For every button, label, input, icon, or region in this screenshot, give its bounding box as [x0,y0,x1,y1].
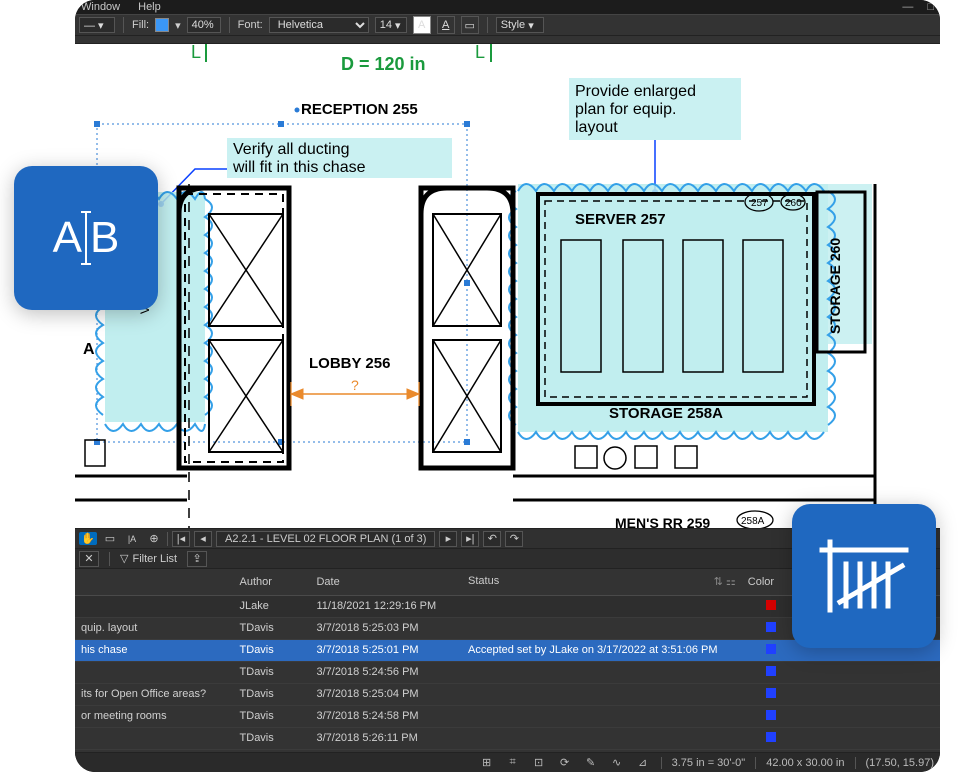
color-swatch [766,710,776,720]
color-swatch [766,732,776,742]
status-scale: 3.75 in = 30'-0" [672,757,746,769]
column-header[interactable]: Author [234,569,311,595]
dimension-question: ? [351,377,359,393]
fill-label: Fill: [132,19,149,31]
room-server-label: SERVER 257 [575,211,666,228]
room-mens-label: MEN'S RR 259 [615,515,710,528]
rotate-ccw-button[interactable]: ↶ [483,531,501,547]
table-row[interactable]: or meeting roomsTDavis3/7/2018 5:24:58 P… [75,705,940,727]
style-dropdown[interactable]: Style ▾ [496,17,544,33]
callout-enlarged-line3: layout [575,119,618,136]
eyedrop-icon[interactable]: ∿ [609,756,625,769]
snap-icon[interactable]: ⌗ [505,756,521,769]
room-reception-label: RECEPTION 255 [301,101,418,118]
select-tool[interactable]: ▭ [101,532,119,545]
highlight-button[interactable]: A [437,16,455,34]
filter-list-button[interactable]: ▽ Filter List [120,552,177,565]
column-header[interactable] [75,569,234,595]
last-page-button[interactable]: ▸| [461,531,479,547]
ruler-icon[interactable]: ⊿ [635,756,651,769]
font-family-select[interactable]: Helvetica [269,17,369,33]
grid-icon[interactable]: ⊞ [479,756,495,769]
tag-258a: 258A [741,516,765,527]
room-lobby-label: LOBBY 256 [309,355,390,372]
menu-window[interactable]: Window [81,1,120,13]
column-header[interactable]: Date [310,569,462,595]
callout-enlarged-line2: plan for equip. [575,101,676,118]
callout-enlarged-line1: Provide enlarged [575,83,696,100]
filter-icon: ▽ [120,552,128,565]
first-page-button[interactable]: |◂ [172,531,190,547]
color-swatch [766,622,776,632]
document-name[interactable]: A2.2.1 - LEVEL 02 FLOOR PLAN (1 of 3) [216,531,435,547]
rotate-cw-button[interactable]: ↷ [505,531,523,547]
zoom-tool[interactable]: ⊕ [145,532,163,545]
pan-tool[interactable]: ✋ [79,532,97,545]
dimension-label: D = 120 in [341,54,426,74]
count-tool-tile[interactable] [792,504,936,648]
room-storage258a-label: STORAGE 258A [609,405,723,422]
tag-260: 260 [785,198,802,209]
color-swatch [766,600,776,610]
snap2-icon[interactable]: ⊡ [531,756,547,769]
next-page-button[interactable]: ▸ [439,531,457,547]
tag-257: 257 [751,198,768,209]
text-select-tool[interactable]: |A [123,534,141,544]
font-color-button[interactable]: A [413,16,431,34]
drawing-canvas[interactable]: D = 120 in L L Verify all ducting will f… [75,44,940,528]
window-maximize[interactable]: □ [927,1,934,13]
callout-verify-line1: Verify all ducting [233,141,350,158]
font-label: Font: [238,19,263,31]
font-size-select[interactable]: 14 ▾ [375,17,407,33]
column-header[interactable]: Status ⇅ ⚏ [462,569,742,595]
menu-help[interactable]: Help [138,1,161,13]
line-style-dropdown[interactable]: — ▾ [79,17,115,33]
fill-dropdown-icon[interactable]: ▾ [175,19,181,32]
panel-export-button[interactable]: ⇪ [187,551,207,567]
color-swatch [766,688,776,698]
opacity-dropdown[interactable]: 40% [187,17,221,33]
table-row[interactable]: TDavis3/7/2018 5:26:11 PM [75,727,940,749]
window-minimize[interactable]: — [902,1,913,13]
green-link-left: L [191,44,201,62]
fill-color-swatch[interactable] [155,18,169,32]
sync-icon[interactable]: ⟳ [557,756,573,769]
status-page-size: 42.00 x 30.00 in [766,757,844,769]
text-tool-tile[interactable]: AB [14,166,158,310]
partial-label-a: A [83,341,95,358]
status-cursor: (17.50, 15.97) [866,757,935,769]
color-swatch [766,666,776,676]
table-row[interactable]: TDavis3/7/2018 5:24:56 PM [75,661,940,683]
pencil-icon[interactable]: ✎ [583,756,599,769]
room-storage260-label: STORAGE 260 [827,238,843,334]
prev-page-button[interactable]: ◂ [194,531,212,547]
panel-close-button[interactable]: ✕ [79,551,99,567]
border-button[interactable]: ▭ [461,16,479,34]
green-link-right: L [475,44,485,62]
table-row[interactable]: its for Open Office areas?TDavis3/7/2018… [75,683,940,705]
color-swatch [766,644,776,654]
callout-verify-line2: will fit in this chase [232,159,366,176]
